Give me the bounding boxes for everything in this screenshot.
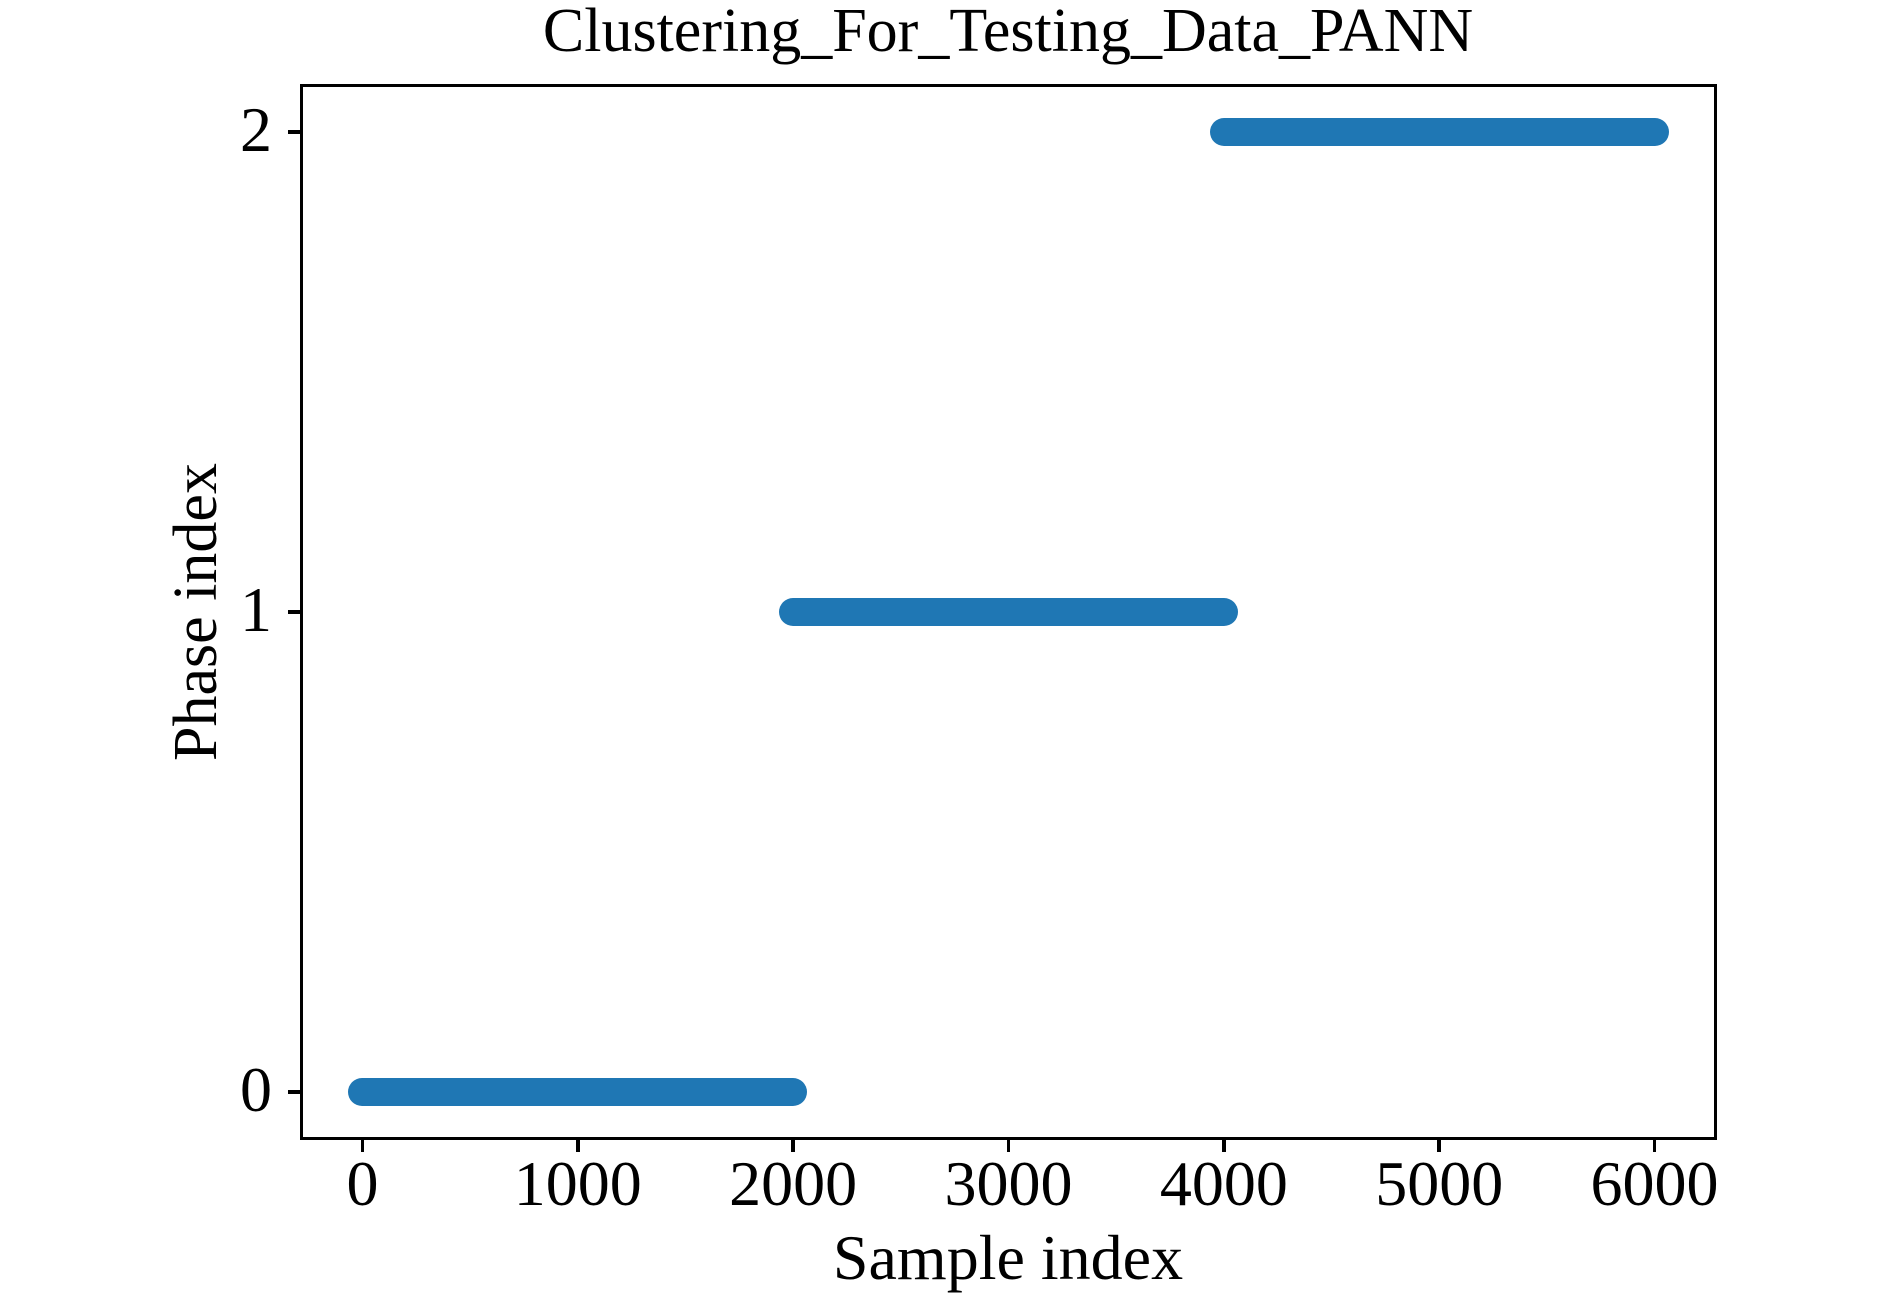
- y-axis-label: Phase index: [162, 463, 230, 761]
- phase-1-band: [779, 598, 1238, 626]
- x-tick-mark: [576, 1140, 580, 1152]
- y-tick-mark: [288, 610, 300, 614]
- x-tick-mark: [1222, 1140, 1226, 1152]
- x-tick-mark: [1652, 1140, 1657, 1152]
- x-tick-mark: [1437, 1140, 1441, 1152]
- y-tick-mark: [288, 130, 300, 134]
- phase-2-band: [1209, 118, 1669, 146]
- x-tick-label: 6000: [1590, 1148, 1719, 1219]
- x-tick-mark: [360, 1140, 365, 1152]
- y-tick-mark: [288, 1090, 300, 1094]
- x-axis-label: Sample index: [832, 1222, 1184, 1293]
- y-tick-label: 0: [240, 1054, 272, 1126]
- x-tick-mark: [1006, 1140, 1011, 1152]
- chart-title: Clustering_For_Testing_Data_PANN: [542, 0, 1474, 65]
- phase-0-band: [348, 1078, 808, 1106]
- x-tick-label: 3000: [944, 1148, 1073, 1219]
- y-tick-label: 2: [240, 94, 272, 166]
- x-tick-label: 2000: [729, 1148, 858, 1219]
- x-tick-label: 1000: [513, 1148, 642, 1219]
- x-tick-label: 4000: [1159, 1148, 1288, 1219]
- x-tick-label: 5000: [1375, 1148, 1504, 1219]
- y-tick-label: 1: [240, 574, 272, 646]
- x-tick-label: 0: [346, 1148, 379, 1219]
- x-tick-mark: [791, 1140, 795, 1152]
